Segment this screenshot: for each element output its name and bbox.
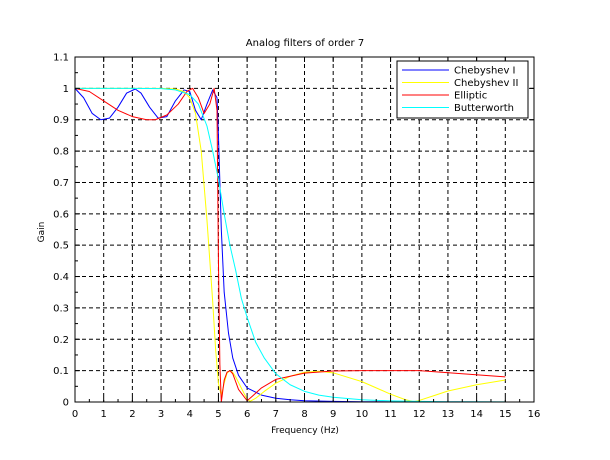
x-tick-label: 13 (442, 409, 455, 420)
legend-label: Butterworth (454, 103, 514, 114)
grid (75, 57, 534, 402)
x-tick-label: 11 (384, 409, 397, 420)
axes: 0 1 2 3 4 5 6 7 8 9 10 11 12 13 14 15 1600.10.20.30.40.5… (53, 53, 540, 421)
x-axis-title: Frequency (Hz) (271, 426, 339, 436)
series-line-chebyshev-i (74, 88, 506, 403)
legend-label: Chebyshev II (454, 78, 518, 89)
y-tick-label: 0.6 (53, 209, 69, 220)
x-tick-label: 9 (330, 409, 336, 420)
x-tick-label: 12 (413, 409, 426, 420)
y-tick-label: 1.1 (53, 53, 69, 64)
x-tick-label: 8 (301, 409, 307, 420)
legend-label: Elliptic (454, 91, 487, 102)
x-tick-label: 4 (187, 409, 193, 420)
chart-title: Analog filters of order 7 (246, 38, 364, 49)
x-tick-label: 1 (101, 409, 107, 420)
x-tick-label: 2 (129, 409, 135, 420)
x-tick-label: 10 (356, 409, 369, 420)
y-tick-label: 1 (63, 84, 69, 95)
series-line-chebyshev-ii (75, 87, 506, 403)
y-tick-label: 0.1 (53, 366, 69, 377)
y-tick-label: 0.7 (53, 178, 69, 189)
series-line-elliptic (74, 87, 506, 403)
x-tick-label: 3 (158, 409, 164, 420)
x-tick-label: 7 (273, 409, 279, 420)
y-tick-label: 0.2 (53, 335, 69, 346)
y-tick-label: 0 (63, 398, 69, 409)
x-tick-label: 14 (470, 409, 483, 420)
y-tick-label: 0.3 (53, 303, 69, 314)
x-tick-label: 15 (499, 409, 512, 420)
y-tick-label: 0.5 (53, 241, 69, 252)
y-axis-title: Gain (37, 222, 47, 243)
x-tick-label: 0 (72, 409, 78, 420)
y-tick-label: 0.4 (53, 272, 69, 283)
x-tick-label: 6 (244, 409, 250, 420)
legend-label: Chebyshev I (454, 66, 515, 77)
y-tick-label: 0.9 (53, 115, 69, 126)
x-tick-label: 5 (215, 409, 221, 420)
x-tick-label: 16 (528, 409, 541, 420)
y-tick-label: 0.8 (53, 147, 69, 158)
